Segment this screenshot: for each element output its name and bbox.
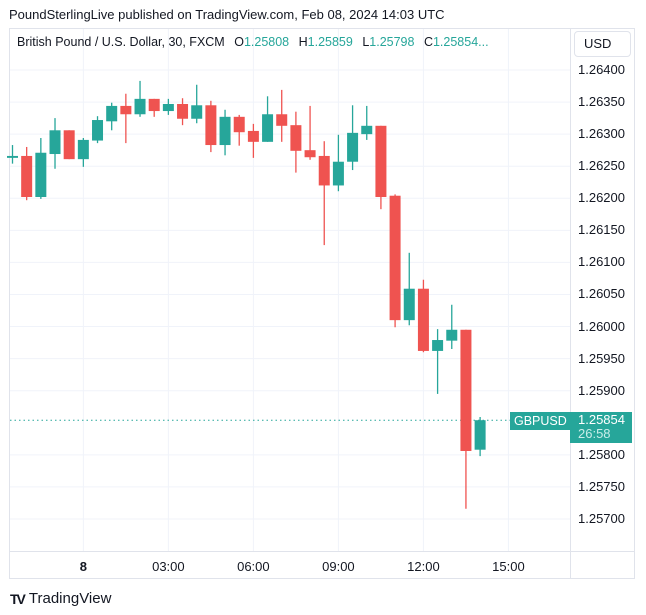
close-label: C bbox=[423, 35, 433, 49]
candle-body-down bbox=[417, 288, 429, 351]
price-tick-label: 1.25950 bbox=[578, 350, 625, 366]
tradingview-logo[interactable]: TV TradingView bbox=[10, 590, 111, 607]
time-tick-label: 09:00 bbox=[322, 559, 355, 574]
price-tick-label: 1.26350 bbox=[578, 94, 625, 110]
price-tick-label: 1.26300 bbox=[578, 126, 625, 142]
candle-body-down bbox=[120, 105, 132, 115]
candle-body-down bbox=[205, 105, 217, 146]
candle-body-down bbox=[318, 155, 330, 186]
candle-body-down bbox=[375, 125, 387, 197]
candle-body-up bbox=[446, 329, 458, 341]
symbol-price-tag: GBPUSD bbox=[510, 412, 571, 430]
current-price-label: 1.25854 26:58 bbox=[570, 412, 632, 443]
tradingview-logo-icon: TV bbox=[10, 590, 26, 607]
price-tick-label: 1.26150 bbox=[578, 222, 625, 238]
low-label: L bbox=[362, 35, 370, 49]
candle-body-up bbox=[106, 105, 118, 122]
candle-body-down bbox=[389, 195, 401, 321]
close-value: 1.25854... bbox=[432, 35, 489, 49]
time-tick-label: 03:00 bbox=[152, 559, 185, 574]
candle-body-up bbox=[35, 152, 47, 197]
candle-body-up bbox=[191, 105, 203, 119]
candle-body-down bbox=[290, 125, 302, 151]
candle-body-down bbox=[177, 103, 189, 119]
candle-body-up bbox=[219, 116, 231, 146]
candle-body-up bbox=[77, 139, 89, 160]
candle-body-down bbox=[276, 114, 288, 126]
candle-body-up bbox=[7, 155, 18, 158]
time-tick-label: 15:00 bbox=[492, 559, 525, 574]
candle-body-up bbox=[474, 420, 486, 450]
symbol-title: British Pound / U.S. Dollar, 30, FXCM bbox=[17, 35, 225, 49]
candle-body-up bbox=[332, 161, 344, 186]
price-tick-label: 1.25800 bbox=[578, 446, 625, 462]
price-tick-label: 1.26200 bbox=[578, 190, 625, 206]
ohlc-legend: British Pound / U.S. Dollar, 30, FXCM O1… bbox=[17, 35, 489, 49]
price-tick-label: 1.26250 bbox=[578, 158, 625, 174]
price-tick-label: 1.26000 bbox=[578, 318, 625, 334]
candle-body-up bbox=[162, 103, 174, 112]
low-value: 1.25798 bbox=[369, 35, 415, 49]
candle-body-down bbox=[304, 150, 316, 158]
candle-body-up bbox=[403, 288, 415, 321]
chart-frame bbox=[9, 28, 635, 579]
currency-button[interactable]: USD bbox=[574, 31, 631, 57]
high-label: H bbox=[298, 35, 308, 49]
high-value: 1.25859 bbox=[307, 35, 353, 49]
price-tick-label: 1.25900 bbox=[578, 382, 625, 398]
open-label: O bbox=[234, 35, 244, 49]
candle-body-up bbox=[92, 120, 104, 141]
candle-body-down bbox=[148, 98, 160, 112]
candle-body-up bbox=[432, 340, 444, 351]
candle-body-up bbox=[262, 114, 274, 142]
time-tick-label: 06:00 bbox=[237, 559, 270, 574]
price-tick-label: 1.26050 bbox=[578, 286, 625, 302]
open-value: 1.25808 bbox=[243, 35, 290, 49]
bar-countdown: 26:58 bbox=[578, 426, 611, 441]
candle-body-down bbox=[460, 329, 472, 451]
candle-body-down bbox=[247, 130, 259, 142]
candle-body-up bbox=[347, 132, 359, 162]
brand-name: TradingView bbox=[28, 590, 112, 607]
price-tick-label: 1.26100 bbox=[578, 254, 625, 270]
candle-body-down bbox=[21, 155, 33, 197]
candle-body-down bbox=[233, 116, 245, 133]
time-tick-label: 8 bbox=[79, 559, 87, 574]
candle-body-down bbox=[63, 130, 75, 160]
price-tick-label: 1.25700 bbox=[578, 510, 625, 526]
publisher-caption: PoundSterlingLive published on TradingVi… bbox=[9, 7, 445, 22]
price-tick-label: 1.26400 bbox=[578, 62, 625, 77]
candle-body-up bbox=[361, 125, 373, 135]
candle-body-up bbox=[49, 130, 61, 155]
candle-body-up bbox=[134, 98, 146, 115]
price-tick-label: 1.25750 bbox=[578, 478, 625, 494]
current-price: 1.25854 bbox=[578, 412, 625, 427]
time-tick-label: 12:00 bbox=[407, 559, 440, 574]
